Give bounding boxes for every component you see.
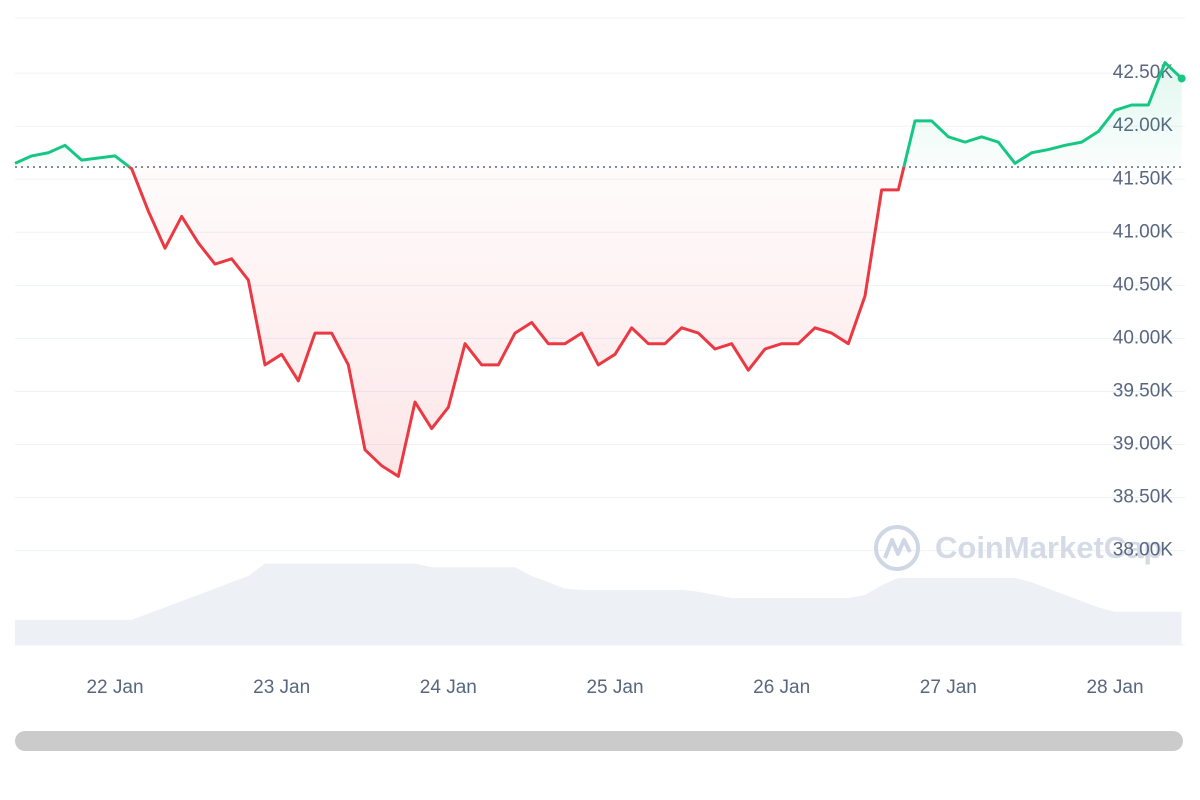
x-tick-label: 26 Jan xyxy=(753,677,810,698)
y-tick-label: 39.00K xyxy=(1113,434,1174,455)
watermark: CoinMarketCap xyxy=(935,530,1162,565)
scrollbar[interactable] xyxy=(15,731,1183,751)
y-tick-label: 40.00K xyxy=(1113,327,1174,348)
x-tick-label: 28 Jan xyxy=(1086,677,1143,698)
price-line xyxy=(14,61,1183,478)
last-point xyxy=(1177,74,1186,83)
y-tick-label: 38.50K xyxy=(1113,487,1174,508)
watermark-logo xyxy=(874,525,920,571)
price-area xyxy=(15,62,1182,477)
volume-area xyxy=(15,563,1182,645)
x-tick-label: 27 Jan xyxy=(920,677,977,698)
x-tick-label: 25 Jan xyxy=(586,677,643,698)
watermark-logo-mark xyxy=(883,538,912,559)
y-tick-label: 41.50K xyxy=(1113,168,1174,189)
x-tick-label: 23 Jan xyxy=(253,677,310,698)
y-tick-label: 41.00K xyxy=(1113,221,1174,242)
y-tick-label: 38.00K xyxy=(1113,540,1174,561)
y-tick-label: 40.50K xyxy=(1113,274,1174,295)
x-tick-label: 22 Jan xyxy=(86,677,143,698)
y-tick-label: 39.50K xyxy=(1113,380,1174,401)
x-tick-label: 24 Jan xyxy=(420,677,477,698)
